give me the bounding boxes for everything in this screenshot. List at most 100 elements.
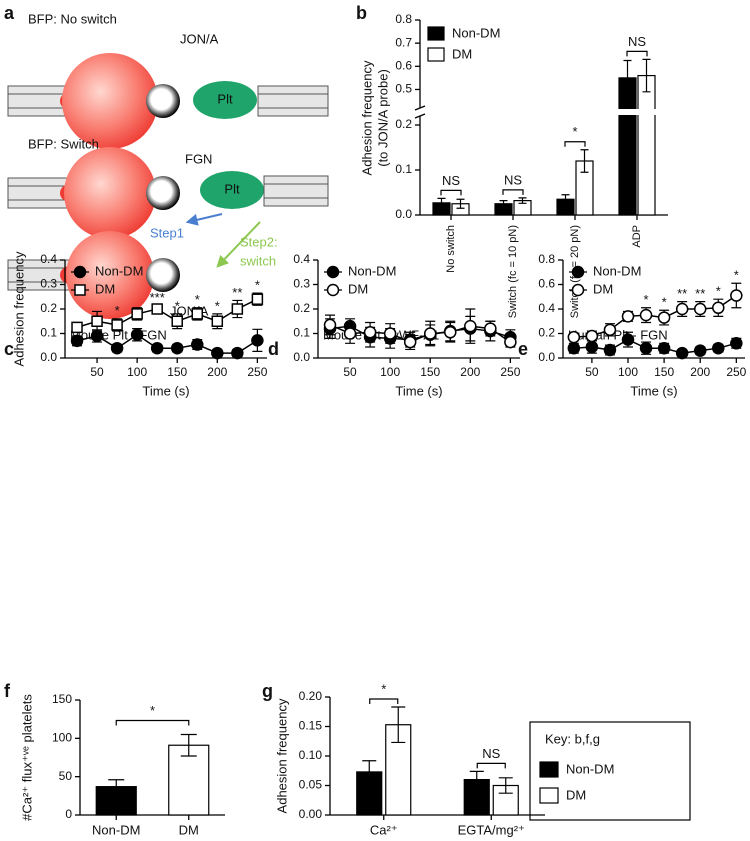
point: [110, 341, 124, 355]
error-bar: [180, 733, 197, 757]
legend-label: DM: [566, 787, 586, 802]
significance-bracket: [115, 719, 190, 726]
platelet-label: Plt: [217, 91, 233, 106]
y-tick-label: 0.5: [395, 82, 412, 96]
step-label: Step1: [150, 225, 184, 240]
significance: *: [572, 124, 577, 139]
significance: NS: [442, 173, 460, 188]
y-tick-label: 150: [52, 692, 72, 706]
legend-marker: [326, 265, 340, 279]
point: [693, 302, 707, 316]
point: [71, 321, 83, 334]
x-tick-label: 250: [500, 365, 520, 379]
y-tick-label: 0.4: [293, 252, 310, 266]
x-tick-label: ADP: [631, 225, 643, 248]
y-tick-label: 0.7: [395, 35, 412, 49]
y-tick-label: 0.2: [40, 301, 57, 315]
x-tick-label: 100: [127, 365, 147, 379]
y-tick-label: 0.05: [299, 778, 323, 792]
error-bar: [623, 59, 632, 96]
point: [675, 302, 689, 316]
x-tick-label: 100: [380, 365, 400, 379]
y-tick-label: 0.3: [40, 277, 57, 291]
panel-letter: d: [268, 339, 279, 359]
point: [90, 329, 104, 343]
error-bar: [469, 770, 484, 789]
y-axis-label: #Ca²⁺ flux⁺ᵛᵉ platelets: [19, 694, 34, 821]
y-tick-label: 0: [65, 807, 72, 821]
y-tick-label: 0.6: [395, 58, 412, 72]
bead: [146, 176, 180, 210]
rbc: [66, 231, 154, 319]
point: [403, 335, 417, 349]
pipette: [263, 175, 329, 207]
rbc: [64, 147, 156, 239]
x-tick-label: 150: [420, 365, 440, 379]
panel-letter: c: [4, 339, 14, 359]
legend-swatch: [427, 26, 445, 41]
point: [585, 329, 599, 343]
point: [603, 323, 617, 337]
y-tick-label: 50: [59, 769, 73, 783]
point: [444, 326, 457, 339]
point: [191, 308, 204, 320]
point: [231, 303, 244, 315]
x-tick-label: 150: [654, 365, 674, 379]
legend-label: Non-DM: [452, 25, 500, 40]
point: [504, 335, 517, 349]
point: [231, 346, 244, 360]
panel-letter: f: [4, 681, 11, 701]
error-bar: [642, 58, 651, 93]
legend-marker: [571, 283, 585, 297]
y-tick-label: 0.20: [299, 689, 323, 703]
rbc: [62, 53, 158, 149]
x-tick-label: 100: [618, 365, 638, 379]
legend-swatch: [539, 761, 559, 778]
y-tick-label: 0.10: [299, 748, 323, 762]
point: [170, 341, 184, 355]
diagram: a BFP: No switch JON/A Plt BFP: Switch F…: [4, 3, 329, 319]
significance: *: [115, 303, 120, 318]
legend-marker: [73, 265, 87, 279]
y-tick-label: 0.8: [395, 12, 412, 26]
error-bar: [108, 779, 125, 795]
point: [730, 337, 743, 350]
error-bar: [580, 149, 589, 173]
point: [251, 334, 264, 347]
point: [91, 315, 103, 327]
chart-title: Human Plt - FGN: [568, 327, 668, 342]
y-axis-label: Adhesion frequency: [11, 251, 26, 366]
y-tick-label: 0.4: [40, 252, 57, 266]
point: [585, 340, 599, 354]
x-tick-label: DM: [179, 822, 199, 837]
point: [464, 319, 477, 333]
y-tick-label: 0.3: [293, 277, 310, 291]
point: [150, 341, 164, 355]
diagram-title: BFP: No switch: [28, 11, 117, 26]
significance: *: [150, 703, 155, 718]
panel-letter: a: [4, 3, 15, 23]
diagram-title: BFP: Switch: [28, 136, 99, 151]
point: [657, 311, 671, 324]
probe-label: JON/A: [180, 31, 219, 46]
x-tick-label: 250: [247, 365, 267, 379]
significance: NS: [482, 746, 500, 761]
point: [712, 341, 725, 355]
bar: [463, 778, 490, 816]
x-axis-label: Time (s): [395, 383, 442, 398]
arrow: [216, 221, 261, 268]
line: [573, 338, 737, 354]
y-tick-label: 0.8: [538, 252, 555, 266]
y-tick-label: 0.0: [40, 350, 57, 364]
legend-marker: [571, 265, 585, 279]
pipette: [7, 259, 71, 291]
legend-label: DM: [452, 46, 472, 61]
y-tick-label: 0.0: [293, 350, 310, 364]
error-bar: [362, 760, 377, 784]
arrow: [185, 213, 223, 226]
y-tick-label: 0.1: [395, 162, 412, 176]
probe-label: FGN: [185, 151, 212, 166]
legend-marker: [74, 284, 86, 296]
legend-swatch: [427, 47, 445, 62]
y-tick-label: 0.2: [538, 326, 555, 340]
